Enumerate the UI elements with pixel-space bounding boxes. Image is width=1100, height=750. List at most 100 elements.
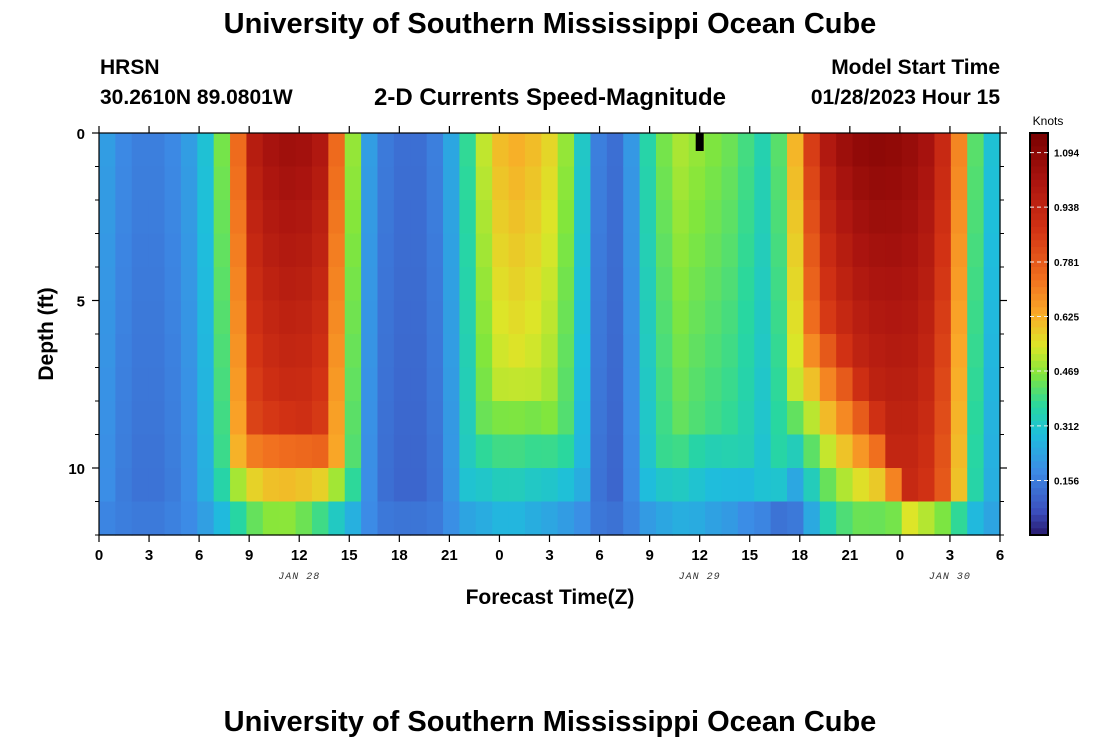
- heatmap-cell: [180, 501, 198, 536]
- heatmap-cell: [459, 166, 477, 201]
- heatmap-cell: [295, 166, 313, 201]
- heatmap-cell: [262, 501, 280, 536]
- heatmap-cell: [623, 166, 641, 201]
- heatmap-cell: [99, 468, 116, 503]
- heatmap-cell: [508, 501, 526, 536]
- heatmap-cell: [180, 300, 198, 335]
- x-tick-label: 9: [245, 547, 253, 564]
- heatmap-cell: [131, 233, 149, 268]
- model-start-value: 01/28/2023 Hour 15: [810, 86, 1000, 109]
- heatmap-cell: [705, 300, 723, 335]
- heatmap-cell: [852, 367, 870, 402]
- heatmap-cell: [803, 334, 821, 369]
- colorbar-segment: [1030, 447, 1048, 456]
- heatmap-cell: [590, 468, 608, 503]
- heatmap-axes: 0 3 6 9 12 15 18 21 0 3 6 9 12 15 18 21 0 3 6 JAN 28 JAN 29 J…: [68, 126, 1007, 583]
- x-tick-label: 6: [595, 547, 603, 564]
- heatmap-cell: [541, 166, 559, 201]
- heatmap-cell: [197, 334, 215, 369]
- heatmap-cell: [443, 200, 460, 235]
- y-tick-label: 10: [68, 461, 85, 478]
- heatmap-cell: [262, 267, 280, 302]
- heatmap-cell: [737, 166, 755, 201]
- heatmap-cell: [115, 401, 133, 436]
- x-tick-label: 18: [391, 547, 408, 564]
- heatmap-cell: [508, 267, 526, 302]
- heatmap-cell: [721, 334, 739, 369]
- x-tick-label: 21: [841, 547, 858, 564]
- heatmap-cell: [524, 367, 542, 402]
- heatmap-cell: [819, 200, 837, 235]
- heatmap-cell: [688, 334, 706, 369]
- heatmap-cell: [737, 468, 755, 503]
- heatmap-cell: [311, 267, 329, 302]
- heatmap-cell: [361, 233, 379, 268]
- heatmap-cell: [508, 133, 526, 168]
- heatmap-cell: [868, 434, 886, 469]
- heatmap-cell: [918, 501, 936, 536]
- heatmap-cell: [410, 267, 428, 302]
- heatmap-cell: [213, 434, 231, 469]
- heatmap-cell: [737, 133, 755, 168]
- heatmap-cell: [983, 434, 1001, 469]
- heatmap-cell: [148, 133, 166, 168]
- heatmap-cell: [475, 468, 493, 503]
- heatmap-cell: [262, 200, 280, 235]
- heatmap-cell: [246, 367, 264, 402]
- heatmap-cell: [606, 267, 624, 302]
- heatmap-cell: [295, 200, 313, 235]
- heatmap-cell: [606, 233, 624, 268]
- heatmap-cell: [443, 334, 460, 369]
- colorbar-segment: [1030, 374, 1048, 382]
- heatmap-cell: [164, 367, 182, 402]
- heatmap-cell: [393, 166, 411, 201]
- heatmap-cell: [754, 434, 772, 469]
- heatmap-cell: [279, 468, 297, 503]
- heatmap-cell: [803, 200, 821, 235]
- heatmap-cell: [344, 267, 362, 302]
- heatmap-cell: [574, 300, 592, 335]
- heatmap-cell: [787, 166, 805, 201]
- heatmap-cell: [180, 468, 198, 503]
- heatmap-cell: [541, 133, 559, 168]
- heatmap-cell: [443, 401, 460, 436]
- heatmap-cell: [639, 200, 657, 235]
- heatmap-cell: [606, 200, 624, 235]
- heatmap-cell: [705, 267, 723, 302]
- heatmap-cell: [148, 300, 166, 335]
- heatmap-cell: [737, 300, 755, 335]
- heatmap-cell: [672, 334, 690, 369]
- heatmap-cell: [557, 233, 575, 268]
- heatmap-cell: [426, 501, 444, 536]
- heatmap-cell: [164, 401, 182, 436]
- heatmap-cell: [787, 468, 805, 503]
- heatmap-cell: [115, 133, 133, 168]
- colorbar-segment: [1030, 200, 1048, 208]
- heatmap-cell: [770, 401, 788, 436]
- heatmap-cell: [426, 434, 444, 469]
- heatmap-cell: [868, 401, 886, 436]
- colorbar-segment: [1030, 461, 1048, 469]
- heatmap-cell: [852, 501, 870, 536]
- heatmap-cell: [213, 501, 231, 536]
- heatmap-cell: [754, 501, 772, 536]
- colorbar-segment: [1030, 401, 1048, 409]
- heatmap-cell: [328, 267, 346, 302]
- heatmap-cell: [328, 133, 346, 168]
- heatmap-cell: [361, 367, 379, 402]
- colorbar-segment: [1030, 146, 1048, 154]
- heatmap-cell: [443, 166, 460, 201]
- heatmap-cell: [410, 334, 428, 369]
- heatmap-cell: [410, 434, 428, 469]
- heatmap-cell: [230, 501, 248, 536]
- heatmap-cell: [541, 434, 559, 469]
- heatmap-cell: [721, 434, 739, 469]
- heatmap-cell: [361, 401, 379, 436]
- heatmap-cell: [295, 334, 313, 369]
- heatmap-cell: [852, 401, 870, 436]
- heatmap-cell: [377, 233, 395, 268]
- heatmap-cell: [787, 367, 805, 402]
- heatmap-cell: [164, 133, 182, 168]
- heatmap-cell: [492, 334, 510, 369]
- heatmap-cell: [557, 267, 575, 302]
